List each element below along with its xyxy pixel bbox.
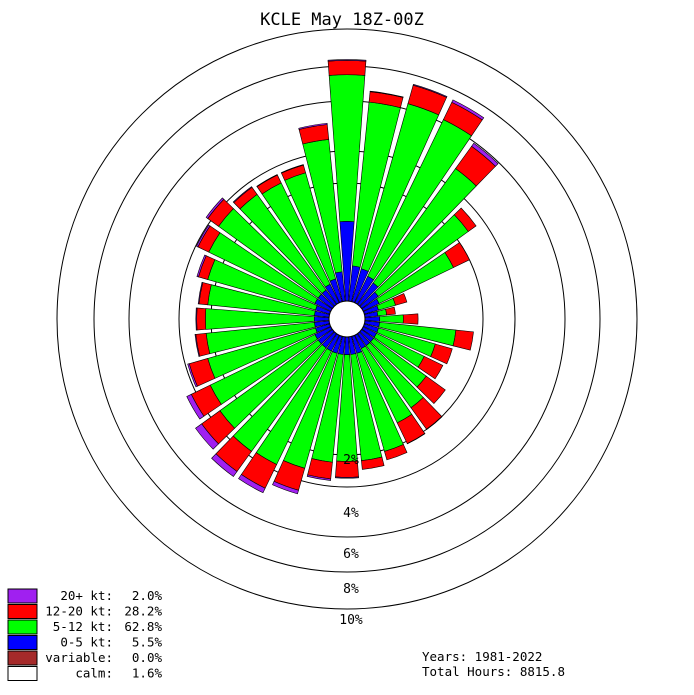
bar-210deg-20-kt: [238, 474, 266, 494]
bar-250deg-20-kt: [187, 363, 198, 388]
bar-200deg-20-kt: [272, 480, 299, 495]
legend-value: 2.0%: [132, 588, 163, 603]
ring-label: 8%: [343, 582, 359, 597]
wind-bars: [186, 59, 499, 495]
ring-label: 6%: [343, 547, 359, 562]
legend-swatch: [7, 635, 38, 650]
ring-labels: 2% 4% 6% 8% 10%: [339, 453, 363, 628]
legend-label: 0-5 kt:: [60, 635, 113, 650]
bar-270deg-20-kt: [195, 307, 198, 331]
legend-swatch: [7, 650, 38, 666]
legend-value: 1.6%: [132, 666, 163, 681]
legend-swatch: [7, 588, 38, 604]
legend-value: 28.2%: [124, 604, 162, 619]
legend-value: 5.5%: [132, 635, 163, 650]
bar-280deg-20-kt: [197, 281, 204, 305]
legend-value: 0.0%: [132, 650, 163, 665]
bar-130deg-12-20-kt: [416, 375, 446, 404]
ring-label: 10%: [339, 613, 363, 628]
ring-10pct: [56, 28, 638, 610]
bar-300deg-20-kt: [196, 224, 211, 248]
bar-170deg-12-20-kt: [361, 456, 385, 470]
bar-310deg-20-kt: [205, 197, 225, 219]
bar-290deg-20-kt: [196, 254, 207, 278]
bar-40deg-20-kt: [471, 142, 499, 167]
total-hours-text: Total Hours: 8815.8: [422, 664, 565, 679]
bar-270deg-0-5-kt: [313, 316, 330, 322]
bar-0deg-20-kt: [327, 59, 367, 62]
bar-330deg-20-kt: [256, 174, 278, 188]
bar-150deg-20-kt: [406, 433, 426, 445]
bar-270deg-12-20-kt: [196, 307, 207, 331]
legend-swatch: [7, 619, 38, 635]
calm-center-circle: [328, 300, 366, 338]
bar-140deg-20-kt: [426, 416, 443, 430]
legend: 20+ kt: 2.0% 12-20 kt: 28.2% 5-12 kt: 62.8% 0-…: [7, 588, 163, 681]
bar-20deg-20-kt: [412, 83, 448, 98]
bar-90deg-0-5-kt: [364, 316, 381, 322]
bar-90deg-5-12-kt: [379, 314, 404, 324]
legend-label: 20+ kt:: [60, 588, 113, 603]
chart-title: KCLE May 18Z-00Z: [260, 10, 424, 30]
bar-350deg-20-kt: [298, 122, 328, 130]
bar-50deg-12-20-kt: [453, 207, 477, 232]
bar-340deg-20-kt: [280, 164, 304, 174]
bar-240deg-20-kt: [186, 393, 205, 420]
bar-30deg-20-kt: [451, 99, 485, 121]
bar-260deg-20-kt: [194, 334, 201, 357]
bar-80deg-12-20-kt: [385, 306, 396, 316]
legend-swatch: [7, 666, 38, 681]
bar-120deg-12-20-kt: [417, 355, 444, 380]
legend-label: 12-20 kt:: [45, 604, 113, 619]
legend-swatch: [7, 604, 38, 619]
bar-320deg-20-kt: [232, 186, 253, 203]
bar-160deg-12-20-kt: [384, 444, 408, 461]
legend-label: calm:: [75, 666, 113, 681]
bar-90deg-12-20-kt: [402, 313, 419, 325]
ring-label: 4%: [343, 506, 359, 521]
bar-110deg-12-20-kt: [430, 343, 453, 365]
legend-label: variable:: [45, 650, 113, 665]
bar-0deg-12-20-kt: [327, 60, 367, 76]
bar-180deg-20-kt: [335, 476, 359, 479]
bar-10deg-20-kt: [369, 90, 404, 98]
legend-label: 5-12 kt:: [53, 619, 113, 634]
bar-100deg-12-20-kt: [452, 329, 474, 351]
bar-70deg-12-20-kt: [392, 293, 408, 306]
bar-60deg-12-20-kt: [444, 242, 470, 268]
bar-220deg-20-kt: [211, 453, 238, 477]
legend-value: 62.8%: [124, 619, 162, 634]
ring-label: 2%: [343, 453, 359, 468]
years-text: Years: 1981-2022: [422, 649, 542, 664]
bar-230deg-20-kt: [195, 423, 219, 450]
bar-190deg-20-kt: [306, 474, 332, 481]
